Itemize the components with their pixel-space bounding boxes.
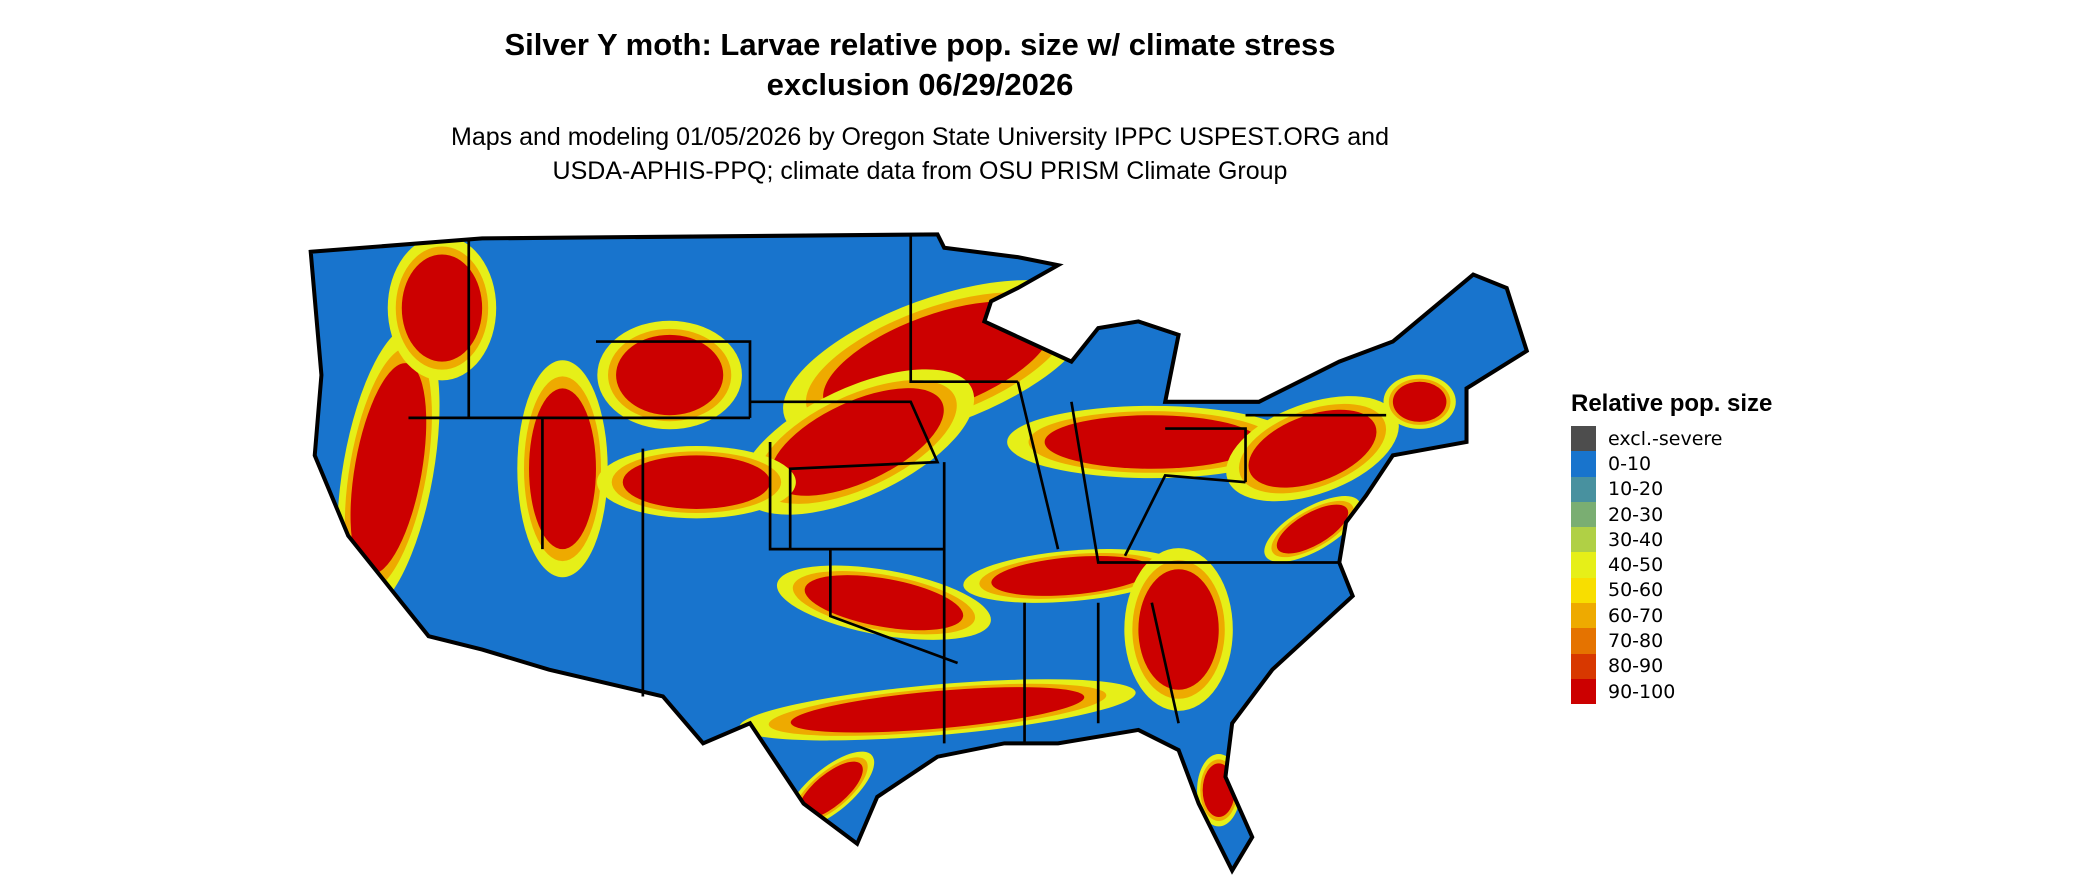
hotspot-region <box>804 575 964 631</box>
hotspot-region <box>790 687 1085 733</box>
legend-item: 10-20 <box>1571 476 1772 502</box>
state-borders <box>408 234 1387 744</box>
hotspot-region <box>401 254 483 362</box>
legend-label: excl.-severe <box>1608 427 1723 450</box>
legend-swatch <box>1571 577 1596 604</box>
legend-swatch <box>1571 678 1596 705</box>
legend-item: 20-30 <box>1571 501 1772 528</box>
legend-item: 80-90 <box>1571 653 1772 679</box>
hotspot-region <box>616 334 724 416</box>
hotspot-region <box>797 761 863 819</box>
legend-label: 10-20 <box>1608 478 1664 501</box>
hotspot-region <box>1248 409 1377 488</box>
legend-item: excl.-severe <box>1571 426 1772 452</box>
legend-label: 40-50 <box>1608 554 1664 577</box>
legend-item: 60-70 <box>1571 603 1772 629</box>
hotspot-region <box>1276 504 1349 554</box>
legend-label: 60-70 <box>1608 604 1664 627</box>
legend-item: 50-60 <box>1571 577 1772 604</box>
hotspot-region <box>622 455 771 509</box>
legend-swatch <box>1571 552 1596 578</box>
legend-label: 70-80 <box>1608 630 1664 653</box>
hotspot-region <box>529 388 596 550</box>
legend-label: 20-30 <box>1608 503 1664 526</box>
legend-label: 30-40 <box>1608 528 1664 551</box>
legend-item: 0-10 <box>1571 451 1772 477</box>
legend-swatch <box>1571 527 1596 553</box>
hotspot-region <box>1392 381 1447 422</box>
legend-title: Relative pop. size <box>1571 390 1773 417</box>
us-outline <box>308 232 1530 875</box>
subtitle-line1: Maps and modeling 01/05/2026 by Oregon S… <box>451 123 1389 151</box>
legend-swatch <box>1571 603 1596 629</box>
hotspot-region <box>350 363 427 575</box>
legend-label: 80-90 <box>1608 655 1664 678</box>
legend-item: 70-80 <box>1571 628 1772 654</box>
legend-item: 90-100 <box>1571 678 1772 705</box>
legend-swatch <box>1571 653 1596 679</box>
legend-swatch <box>1571 426 1596 452</box>
legend-item: 40-50 <box>1571 552 1772 578</box>
legend: Relative pop. size excl.-severe 0-10 10-20… <box>1571 390 1773 705</box>
map-title-line2: exclusion 06/29/2026 <box>766 67 1074 102</box>
map-title-line1: Silver Y moth: Larvae relative pop. size… <box>504 27 1336 62</box>
legend-label: 50-60 <box>1608 579 1664 602</box>
legend-swatch <box>1571 451 1596 477</box>
legend-swatch <box>1571 628 1596 654</box>
legend-label: 90-100 <box>1608 680 1676 703</box>
hotspot-region <box>1138 569 1219 690</box>
legend-swatch <box>1571 501 1596 528</box>
legend-item: 30-40 <box>1571 527 1772 553</box>
legend-label: 0-10 <box>1608 452 1652 475</box>
hotspot-region <box>991 555 1152 596</box>
subtitle-line2: USDA-APHIS-PPQ; climate data from OSU PR… <box>552 157 1288 185</box>
legend-swatch <box>1571 476 1596 502</box>
